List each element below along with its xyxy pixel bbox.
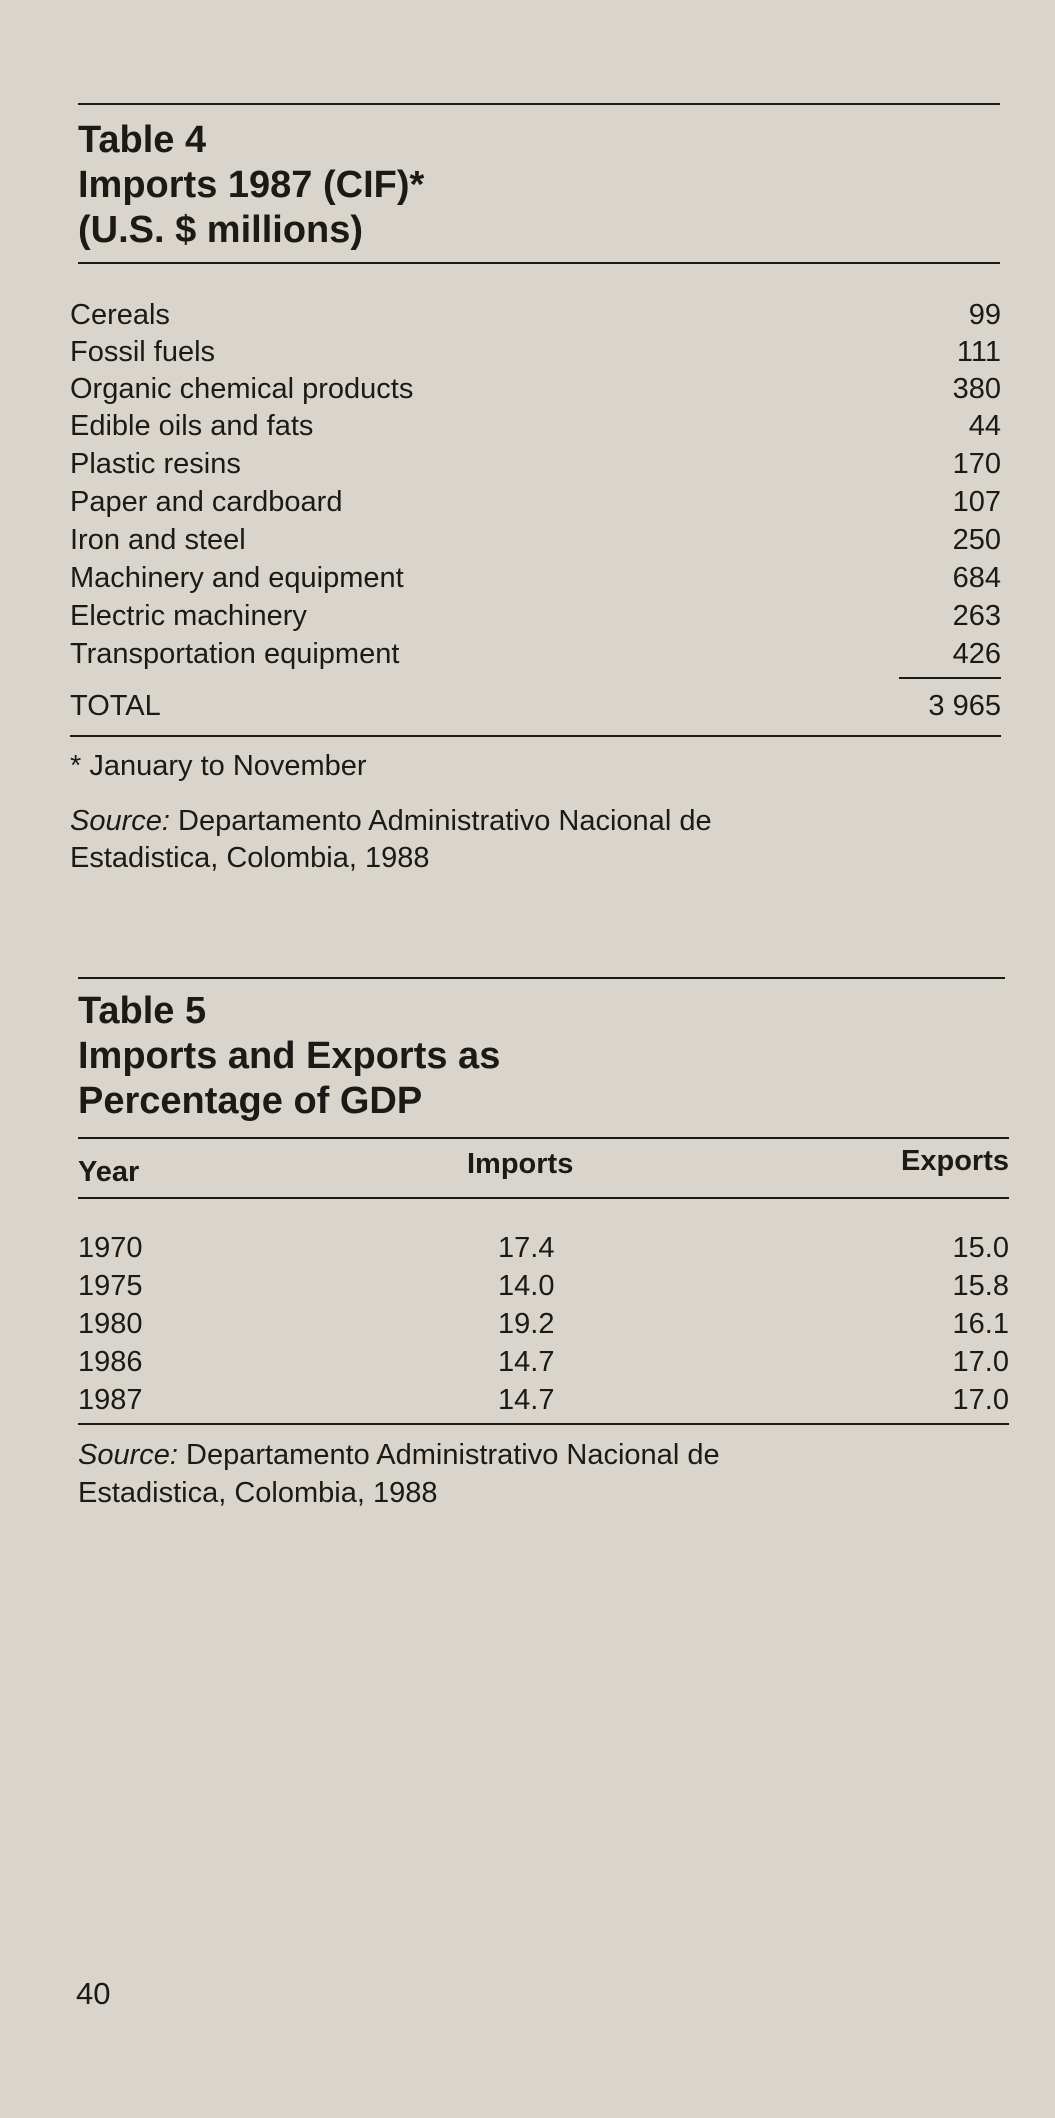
- table-row: Transportation equipment 426: [70, 636, 1001, 673]
- table4-header-rule: [78, 262, 1000, 264]
- row-label: Cereals: [70, 299, 170, 331]
- table5-title-line: Percentage of GDP: [78, 1080, 423, 1122]
- exports-cell: 17.0: [952, 1384, 1009, 1416]
- row-label: Machinery and equipment: [70, 562, 404, 594]
- table-row: Machinery and equipment 684: [70, 560, 1001, 597]
- row-label: Electric machinery: [70, 600, 307, 632]
- table5-title-rule: [78, 1137, 1009, 1139]
- table4-top-rule: [78, 103, 1000, 105]
- source-text: Departamento Administrativo Nacional de: [178, 805, 712, 837]
- table-row: 1987 14.7 17.0: [78, 1382, 1009, 1419]
- table4-source-line2: Estadistica, Colombia, 1988: [70, 842, 430, 874]
- row-label: Paper and cardboard: [70, 486, 343, 518]
- table4-total-row: TOTAL 3 965: [70, 688, 1001, 725]
- year-cell: 1975: [78, 1270, 143, 1302]
- row-value: 107: [952, 486, 1001, 518]
- table-row: Cereals 99: [70, 297, 1001, 334]
- year-cell: 1987: [78, 1384, 143, 1416]
- table-row: Plastic resins 170: [70, 446, 1001, 483]
- exports-cell: 15.0: [952, 1232, 1009, 1264]
- exports-cell: 17.0: [952, 1346, 1009, 1378]
- row-value: 111: [956, 336, 1001, 368]
- table4-total-rule: [899, 677, 1001, 679]
- row-value: 44: [968, 410, 1001, 442]
- row-label: Transportation equipment: [70, 638, 400, 670]
- table4-source: Source: Departamento Administrativo Naci…: [70, 803, 712, 840]
- table5-source-line2: Estadistica, Colombia, 1988: [78, 1477, 438, 1509]
- page-number: 40: [76, 1976, 111, 2011]
- table5-title-line: Table 5: [78, 990, 207, 1032]
- row-value: 426: [952, 638, 1001, 670]
- row-label: Edible oils and fats: [70, 410, 314, 442]
- table-row: Iron and steel 250: [70, 522, 1001, 559]
- imports-cell: 19.2: [498, 1308, 555, 1340]
- table4-title-line: (U.S. $ millions): [78, 209, 364, 251]
- row-label: Iron and steel: [70, 524, 246, 556]
- table-row: Electric machinery 263: [70, 598, 1001, 635]
- row-value: 380: [952, 373, 1001, 405]
- col-header-exports: Exports: [901, 1145, 1009, 1177]
- imports-cell: 14.0: [498, 1270, 555, 1302]
- imports-cell: 14.7: [498, 1346, 555, 1378]
- table-row: Fossil fuels 111: [70, 334, 1001, 371]
- table-row: 1975 14.0 15.8: [78, 1268, 1009, 1305]
- table5-title: Table 5 Imports and Exports as Percentag…: [78, 989, 500, 1124]
- table5-top-rule: [78, 977, 1005, 979]
- col-header-year: Year: [78, 1156, 140, 1188]
- row-label: Organic chemical products: [70, 373, 414, 405]
- total-value: 3 965: [928, 690, 1001, 722]
- row-value: 99: [968, 299, 1001, 331]
- table4-title-line: Imports 1987 (CIF)*: [78, 164, 425, 206]
- table-row: 1980 19.2 16.1: [78, 1306, 1009, 1343]
- col-header-imports: Imports: [467, 1148, 574, 1180]
- source-label: Source:: [70, 805, 170, 837]
- table5-header-rule: [78, 1197, 1009, 1199]
- table-row: 1986 14.7 17.0: [78, 1344, 1009, 1381]
- imports-cell: 17.4: [498, 1232, 555, 1264]
- year-cell: 1980: [78, 1308, 143, 1340]
- exports-cell: 16.1: [952, 1308, 1009, 1340]
- row-value: 250: [952, 524, 1001, 556]
- table-row: Edible oils and fats 44: [70, 408, 1001, 445]
- table-row: 1970 17.4 15.0: [78, 1230, 1009, 1267]
- row-value: 263: [952, 600, 1001, 632]
- source-text: Departamento Administrativo Nacional de: [186, 1439, 720, 1471]
- year-cell: 1986: [78, 1346, 143, 1378]
- table4-bottom-rule: [70, 735, 1001, 737]
- exports-cell: 15.8: [952, 1270, 1009, 1302]
- table5-title-line: Imports and Exports as: [78, 1035, 501, 1077]
- row-label: Fossil fuels: [70, 336, 216, 368]
- row-label: Plastic resins: [70, 448, 241, 480]
- row-value: 170: [952, 448, 1001, 480]
- table5-bottom-rule: [78, 1423, 1009, 1425]
- table4-title-line: Table 4: [78, 119, 207, 161]
- table5-source: Source: Departamento Administrativo Naci…: [78, 1437, 720, 1474]
- table-row: Paper and cardboard 107: [70, 484, 1001, 521]
- year-cell: 1970: [78, 1232, 143, 1264]
- row-value: 684: [952, 562, 1001, 594]
- imports-cell: 14.7: [498, 1384, 555, 1416]
- total-label: TOTAL: [70, 690, 161, 722]
- table-row: Organic chemical products 380: [70, 371, 1001, 408]
- table4-title: Table 4 Imports 1987 (CIF)* (U.S. $ mill…: [78, 118, 424, 253]
- table4-footnote: * January to November: [70, 750, 367, 782]
- source-label: Source:: [78, 1439, 178, 1471]
